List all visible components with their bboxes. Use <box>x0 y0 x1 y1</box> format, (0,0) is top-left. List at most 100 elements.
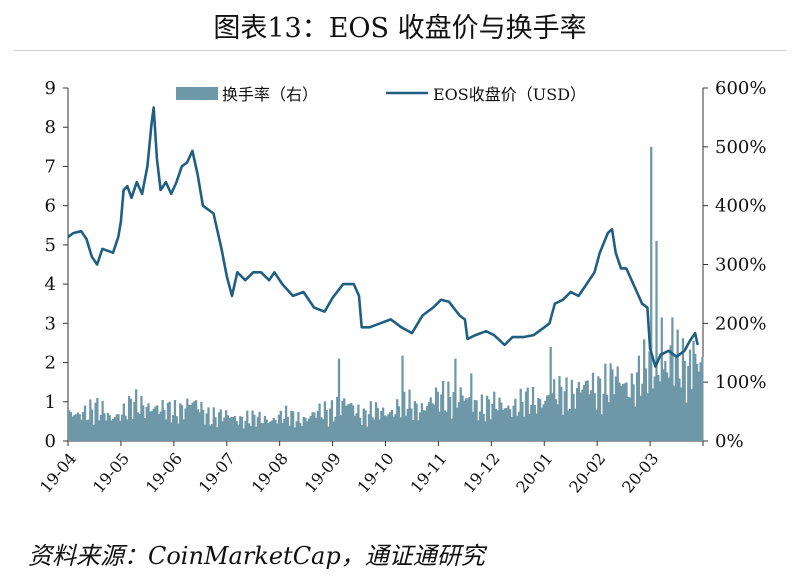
turnover-bar <box>637 355 640 441</box>
turnover-bar <box>683 360 686 441</box>
turnover-bar <box>530 405 533 441</box>
x-tick-label: 19-12 <box>459 449 503 497</box>
turnover-bar <box>466 398 469 441</box>
turnover-bar <box>565 377 568 441</box>
turnover-bar <box>590 390 593 441</box>
turnover-bar <box>366 426 369 441</box>
turnover-bar <box>669 345 672 441</box>
turnover-bar <box>343 398 346 441</box>
turnover-bar <box>523 416 526 441</box>
turnover-bar <box>701 357 704 441</box>
legend: 换手率（右） EOS收盘价（USD） <box>176 85 586 104</box>
turnover-bar <box>353 415 357 441</box>
turnover-bar <box>196 409 200 441</box>
turnover-bar <box>563 391 566 441</box>
turnover-bar <box>94 402 97 441</box>
turnover-bar <box>267 423 270 441</box>
turnover-bar <box>695 363 699 441</box>
turnover-bar <box>290 410 293 441</box>
turnover-bar <box>651 388 655 441</box>
turnover-bar <box>507 405 510 441</box>
turnover-bar <box>320 417 323 441</box>
turnover-bar <box>567 410 570 441</box>
x-tick-label: 20-02 <box>565 449 609 497</box>
turnover-bar <box>330 400 334 441</box>
turnover-bar <box>362 408 365 441</box>
x-tick-label: 20-03 <box>618 449 662 497</box>
turnover-bar <box>247 423 251 441</box>
turnover-bar <box>621 383 625 441</box>
price-line <box>67 106 699 368</box>
turnover-bar <box>332 421 335 441</box>
turnover-bar <box>179 403 182 441</box>
turnover-bar <box>501 409 505 441</box>
turnover-bar <box>551 393 554 441</box>
turnover-bar <box>182 419 185 441</box>
turnover-bar <box>413 401 416 441</box>
turnover-bar <box>147 403 150 441</box>
turnover-bar <box>697 371 700 441</box>
turnover-bar <box>584 381 588 441</box>
turnover-bar <box>597 376 600 441</box>
turnover-bar <box>484 421 487 441</box>
turnover-bar <box>426 406 429 441</box>
turnover-bar <box>87 419 90 441</box>
turnover-bar <box>436 391 439 441</box>
turnover-bar <box>434 387 438 441</box>
turnover-bar <box>404 415 408 441</box>
turnover-bar <box>83 405 87 441</box>
turnover-bar <box>420 403 424 441</box>
turnover-bar <box>314 417 318 441</box>
turnover-bar <box>648 351 651 441</box>
turnover-bar <box>232 417 235 441</box>
turnover-bar <box>327 426 330 441</box>
turnover-bar <box>339 415 342 441</box>
turnover-bar <box>475 400 478 441</box>
turnover-bar <box>415 403 418 441</box>
turnover-bar <box>611 369 614 441</box>
turnover-bar <box>540 407 543 441</box>
x-tick-label: 20-01 <box>512 449 556 497</box>
turnover-bar <box>394 414 397 441</box>
turnover-bar <box>262 423 265 441</box>
turnover-bar <box>219 409 222 441</box>
turnover-bar <box>170 422 173 441</box>
turnover-bar <box>667 377 670 441</box>
right-tick-label: 500% <box>715 137 766 158</box>
turnover-bar <box>69 412 73 441</box>
turnover-bar <box>487 399 491 441</box>
turnover-bar <box>172 415 175 441</box>
turnover-bar <box>136 412 140 441</box>
turnover-bar <box>140 395 143 441</box>
turnover-bar <box>161 400 164 441</box>
turnover-bar <box>359 417 362 441</box>
turnover-bar <box>313 412 316 441</box>
turnover-bar <box>351 405 355 441</box>
turnover-bar <box>577 381 581 441</box>
turnover-bar <box>480 394 484 441</box>
turnover-bar <box>558 376 561 441</box>
turnover-bar <box>270 420 274 441</box>
turnover-bar <box>544 400 547 441</box>
turnover-bar <box>560 386 563 441</box>
turnover-bar <box>464 398 468 441</box>
turnover-bar <box>445 411 448 441</box>
turnover-bar <box>607 402 611 441</box>
turnover-bar <box>304 417 307 441</box>
turnover-bar <box>228 418 231 441</box>
turnover-bar <box>443 410 446 441</box>
turnover-bar <box>159 411 162 441</box>
turnover-bar <box>233 415 237 441</box>
turnover-bar <box>533 404 536 441</box>
turnover-bar <box>538 399 542 441</box>
turnover-bar <box>216 427 219 441</box>
turnover-bar <box>625 382 628 441</box>
turnover-bar <box>127 396 131 441</box>
left-tick-label: 0 <box>45 431 56 452</box>
turnover-bar <box>477 420 480 441</box>
turnover-bar <box>152 408 155 441</box>
turnover-bar <box>440 394 443 441</box>
turnover-bar <box>274 419 277 441</box>
left-tick-label: 7 <box>45 156 56 177</box>
